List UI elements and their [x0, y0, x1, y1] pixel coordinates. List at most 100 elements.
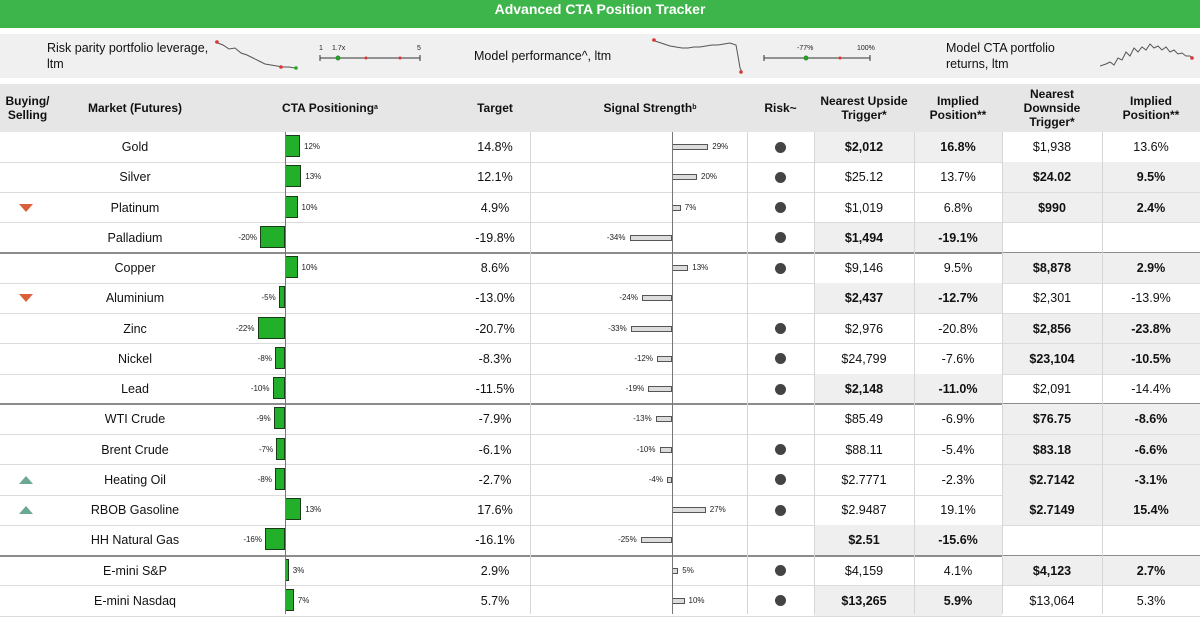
- risk-cell: [747, 404, 814, 434]
- sell-arrow-icon: [19, 203, 33, 212]
- table-row: Heating Oil -8% -2.7% -4% $2.7771 -2.3% $2.714…: [0, 464, 1200, 495]
- implied-down-position: 2.4%: [1102, 192, 1200, 223]
- positioning-value: 12%: [304, 142, 321, 151]
- market-name: Brent Crude: [101, 442, 169, 457]
- risk-cell: [747, 162, 814, 192]
- risk-dot-icon: [775, 444, 786, 455]
- market-name: Silver: [119, 170, 151, 185]
- market-name: Gold: [121, 140, 149, 154]
- row-divider: [0, 192, 1200, 193]
- returns-label: Model CTA portfolio returns, ltm: [946, 41, 1055, 71]
- upside-trigger: $2.9487: [841, 503, 887, 517]
- implied-down-position: 5.3%: [1136, 593, 1166, 608]
- signal-bar: [642, 295, 672, 302]
- positioning-value: -5%: [261, 293, 276, 303]
- downside-trigger: $2.7142: [1002, 464, 1102, 495]
- implied-down-position: 13.6%: [1133, 140, 1169, 154]
- implied-up-position: 16.8%: [914, 132, 1002, 162]
- row-divider: [0, 313, 1200, 314]
- buy-arrow-icon: [19, 506, 33, 514]
- implied-up-position: 5.9%: [914, 585, 1002, 616]
- column-divider: [747, 132, 748, 614]
- signal-value: 5%: [682, 565, 694, 575]
- group-divider: [0, 252, 1200, 254]
- header-buying-selling: Buying/ Selling: [5, 94, 50, 122]
- positioning-bar: [273, 407, 285, 430]
- positioning-value: 10%: [301, 263, 318, 272]
- header-implied-down: Implied Position**: [1122, 94, 1180, 122]
- leverage-gauge-marker: 1.7x: [332, 45, 346, 52]
- upside-trigger: $13,265: [814, 585, 914, 616]
- signal-bar: [657, 355, 672, 362]
- market-name: Zinc: [123, 321, 147, 336]
- row-divider: [0, 373, 1200, 375]
- signal-bar: [672, 265, 689, 271]
- row-divider: [0, 343, 1200, 345]
- table-row: Silver 13% 12.1% 20% $25.12 13.7% $24.02 9.5%: [0, 162, 1200, 193]
- row-divider: [0, 161, 1200, 163]
- header-signal-text: Signal Strength: [603, 101, 693, 115]
- sell-arrow-icon: [19, 294, 33, 303]
- signal-value: -24%: [619, 293, 638, 303]
- buy-arrow-icon: [19, 475, 33, 484]
- header-positioning-text: CTA Positioning: [282, 101, 375, 115]
- performance-sparkline: [652, 38, 743, 74]
- positioning-value: 10%: [301, 202, 318, 212]
- signal-bar: [659, 446, 672, 453]
- upside-trigger: $4,159: [844, 563, 884, 578]
- risk-dot-icon: [775, 202, 786, 213]
- performance-gauge-max: 100%: [857, 45, 875, 52]
- target-value: -16.1%: [475, 533, 515, 548]
- implied-down-position: 2.9%: [1102, 253, 1200, 283]
- market-name: E-mini S&P: [103, 563, 167, 578]
- target-value: 14.8%: [477, 140, 513, 154]
- positioning-bar: [285, 256, 298, 278]
- row-divider: [0, 434, 1200, 435]
- table-row: Aluminium -5% -13.0% -24% $2,437 -12.7% $2,301…: [0, 283, 1200, 314]
- positioning-bar: [285, 165, 302, 188]
- signal-value: 29%: [712, 142, 729, 151]
- positioning-bar: [285, 498, 302, 520]
- risk-dot-icon: [775, 262, 786, 274]
- row-divider: [0, 494, 1200, 496]
- risk-dot-icon: [775, 353, 786, 365]
- positioning-axis: [285, 132, 286, 614]
- implied-down-position: [1102, 525, 1200, 555]
- implied-up-position: -7.6%: [941, 351, 975, 366]
- risk-dot-icon: [775, 504, 786, 516]
- leverage-gauge-min: 1: [319, 45, 323, 52]
- signal-value: -12%: [634, 353, 653, 363]
- downside-trigger: $83.18: [1002, 434, 1102, 465]
- signal-bar: [640, 537, 672, 544]
- performance-label: Model performance^, ltm: [474, 49, 612, 63]
- market-name: Nickel: [117, 351, 153, 366]
- downside-trigger: [1002, 223, 1102, 253]
- downside-trigger: $2.7149: [1002, 495, 1102, 525]
- signal-value: 27%: [709, 505, 726, 514]
- positioning-value: 13%: [305, 172, 322, 182]
- summary-strip: Risk parity portfolio leverage, ltm 1 1.…: [0, 34, 1200, 78]
- header-positioning: CTA Positioning a: [230, 84, 430, 132]
- signal-bar: [672, 597, 685, 604]
- upside-trigger: $24,799: [841, 351, 887, 366]
- implied-up-position: 13.7%: [940, 170, 976, 185]
- signal-value: -10%: [636, 444, 656, 454]
- downside-trigger: $76.75: [1002, 404, 1102, 435]
- implied-up-position: -19.1%: [914, 222, 1002, 253]
- upside-trigger: $1,019: [844, 200, 884, 215]
- risk-dot-icon: [775, 565, 786, 576]
- implied-down-position: -23.8%: [1102, 313, 1200, 344]
- target-value: -20.7%: [475, 321, 515, 336]
- positioning-bar: [285, 588, 294, 611]
- target-value: -8.3%: [478, 351, 512, 366]
- target-value: 8.6%: [480, 261, 510, 275]
- page-title: Advanced CTA Position Tracker: [0, 0, 1200, 28]
- target-value: -2.7%: [478, 472, 512, 487]
- upside-trigger: $2.51: [814, 525, 914, 556]
- risk-cell: [747, 556, 814, 586]
- risk-cell: [747, 132, 814, 162]
- target-value: -11.5%: [475, 382, 515, 396]
- upside-trigger: $1,494: [814, 222, 914, 253]
- risk-dot-icon: [775, 141, 786, 153]
- signal-value: -34%: [606, 232, 626, 242]
